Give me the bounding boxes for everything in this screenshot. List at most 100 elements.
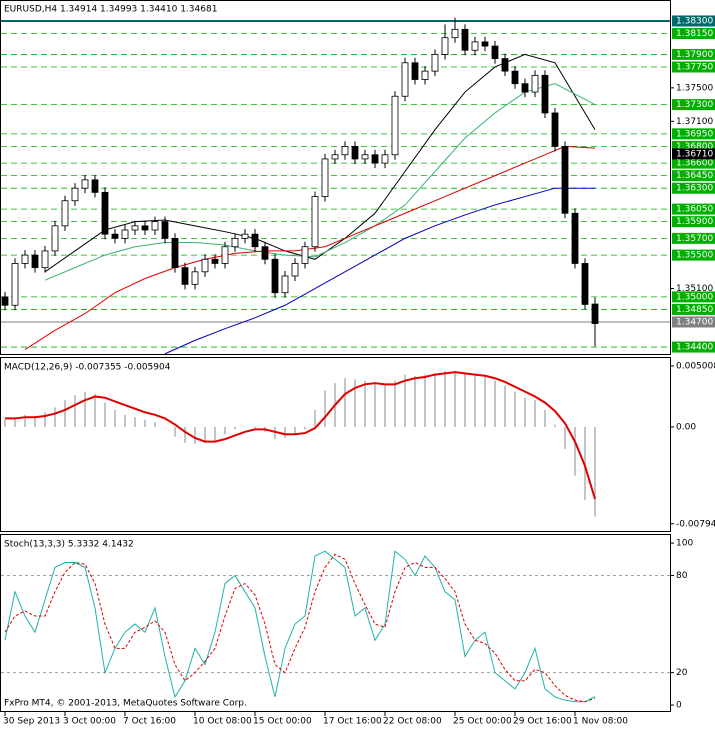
- macd-bar: [494, 380, 496, 427]
- price-label-box: [672, 15, 715, 27]
- y-tick-label: 0: [676, 701, 682, 711]
- y-tick-label: 1.37500: [676, 83, 713, 93]
- macd-bar: [394, 380, 396, 427]
- level-label-box: [672, 182, 715, 194]
- candle-body: [531, 74, 539, 93]
- macd-bar: [544, 409, 546, 427]
- macd-bar: [454, 370, 456, 427]
- macd-bar: [54, 407, 56, 427]
- macd-bar: [24, 414, 26, 427]
- level-label-box: [672, 170, 715, 182]
- level-label: 1.38150: [676, 29, 713, 39]
- level-label: 1.36050: [676, 205, 713, 215]
- x-tick-label: 30 Sep 2013: [3, 717, 60, 727]
- y-tick-label: 0.005008: [676, 361, 715, 371]
- level-label-box: [672, 48, 715, 60]
- candle-body: [301, 246, 309, 264]
- macd-bar: [574, 426, 576, 476]
- moving-average: [24, 145, 596, 350]
- macd-bar: [154, 422, 156, 427]
- price-label-box: [672, 316, 715, 328]
- price-label: 1.38300: [676, 16, 713, 26]
- candle-body: [31, 254, 39, 269]
- macd-bar: [144, 419, 146, 427]
- level-label-box: [672, 232, 715, 244]
- candle-body: [191, 271, 199, 285]
- level-label: 1.37750: [676, 62, 713, 72]
- macd-bar: [34, 416, 36, 427]
- x-tick-label: 7 Oct 16:00: [123, 717, 176, 727]
- y-tick-label: 100: [676, 539, 693, 549]
- candle-body: [261, 246, 269, 260]
- candle-body: [271, 258, 279, 294]
- candle-body: [441, 37, 449, 55]
- candle-body: [131, 225, 139, 231]
- moving-average: [44, 83, 596, 281]
- candle-body: [501, 58, 509, 72]
- candle-body: [91, 179, 99, 193]
- macd-bar: [74, 395, 76, 427]
- macd-bar: [374, 383, 376, 427]
- level-label-box: [672, 303, 715, 315]
- price-panel: [0, 0, 671, 355]
- candle-body: [421, 70, 429, 80]
- plot-layer: 1.37500 1.37100 1.35100 1.38150 1.37900 1.377…: [1, 15, 715, 727]
- candle-body: [161, 221, 169, 239]
- level-label-box: [672, 203, 715, 215]
- candle-body: [431, 54, 439, 72]
- candle-body: [221, 246, 229, 264]
- macd-bar: [44, 412, 46, 427]
- candle-body: [581, 263, 589, 305]
- macd-bar: [534, 400, 536, 427]
- candle-body: [411, 62, 419, 80]
- candle-body: [491, 45, 499, 60]
- candle-body: [511, 70, 519, 85]
- candle-body: [251, 233, 259, 248]
- stoch-panel: [0, 534, 671, 712]
- macd-bar: [64, 400, 66, 427]
- candle-body: [481, 41, 489, 47]
- macd-bar: [294, 426, 296, 435]
- level-label: 1.35500: [676, 251, 713, 261]
- candle-body: [81, 179, 89, 189]
- candle-body: [281, 275, 289, 294]
- candle-body: [11, 263, 19, 306]
- macd-bar: [214, 426, 216, 441]
- level-label: 1.34850: [676, 305, 713, 315]
- macd-bar: [434, 373, 436, 427]
- macd-bar: [364, 380, 366, 427]
- level-label-box: [672, 249, 715, 261]
- candle-body: [151, 221, 159, 231]
- macd-bar: [414, 375, 416, 427]
- candle-body: [451, 28, 459, 39]
- x-tick-label: 1 Nov 08:00: [573, 717, 628, 727]
- stoch-line: [4, 550, 596, 703]
- price-label-box: [672, 148, 715, 160]
- candle-body: [141, 225, 149, 231]
- candle-body: [51, 225, 59, 252]
- macd-panel: [0, 357, 671, 532]
- y-tick-label: 20: [676, 668, 688, 678]
- level-label: 1.34400: [676, 343, 713, 353]
- moving-average: [164, 187, 595, 355]
- candle-body: [111, 233, 119, 239]
- macd-bar: [314, 409, 316, 427]
- macd-bar: [554, 424, 556, 427]
- candle-body: [171, 237, 179, 269]
- candle-body: [181, 267, 189, 285]
- candle-body: [291, 263, 299, 277]
- candle-body: [311, 196, 319, 248]
- x-tick-label: 22 Oct 08:00: [383, 717, 442, 727]
- macd-bar: [304, 426, 306, 430]
- candle-body: [41, 250, 49, 269]
- macd-bar: [594, 426, 596, 517]
- candle-body: [1, 296, 9, 306]
- level-label-box: [672, 61, 715, 73]
- macd-bar: [354, 379, 356, 427]
- candle-body: [331, 154, 339, 160]
- level-label: 1.36950: [676, 129, 713, 139]
- macd-bar: [254, 426, 256, 429]
- candle-body: [231, 237, 239, 248]
- macd-bar: [524, 397, 526, 427]
